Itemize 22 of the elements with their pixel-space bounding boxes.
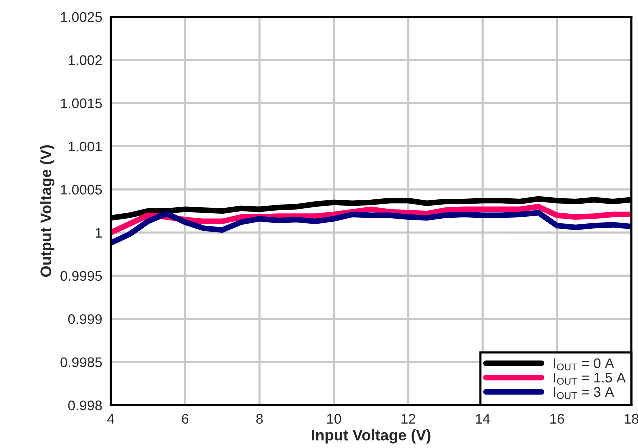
x-tick-label: 8 [256,414,264,424]
x-tick-label: 12 [402,414,416,424]
y-tick-label: 0.998 [68,400,102,411]
legend-label: I$_{OUT}$ = 0 A [554,358,614,371]
x-tick-label: 4 [107,414,114,424]
y-tick-label: 1.0015 [61,98,102,109]
y-tick-label: 1 [96,228,102,238]
y-tick-label: 0.9995 [60,271,102,282]
legend-label: I$_{OUT}$ = 1.5 A [554,373,626,385]
x-tick-label: 6 [182,414,189,424]
x-tick-label: 10 [327,414,342,424]
x-tick-label: 16 [550,414,564,424]
x-axis-title: Input Voltage (V) [312,430,431,444]
y-tick-label: 1.002 [68,56,102,66]
y-tick-label: 1.0025 [61,12,102,22]
x-tick-label: 14 [476,414,490,424]
y-tick-label: 0.9985 [60,358,102,368]
y-tick-label: 1.0005 [61,184,102,195]
y-tick-label: 0.999 [68,314,102,324]
y-tick-label: 1.001 [68,142,102,152]
legend-label: I$_{OUT}$ = 3 A [554,387,614,400]
y-axis-title: Output Voltage (V) [40,146,55,278]
